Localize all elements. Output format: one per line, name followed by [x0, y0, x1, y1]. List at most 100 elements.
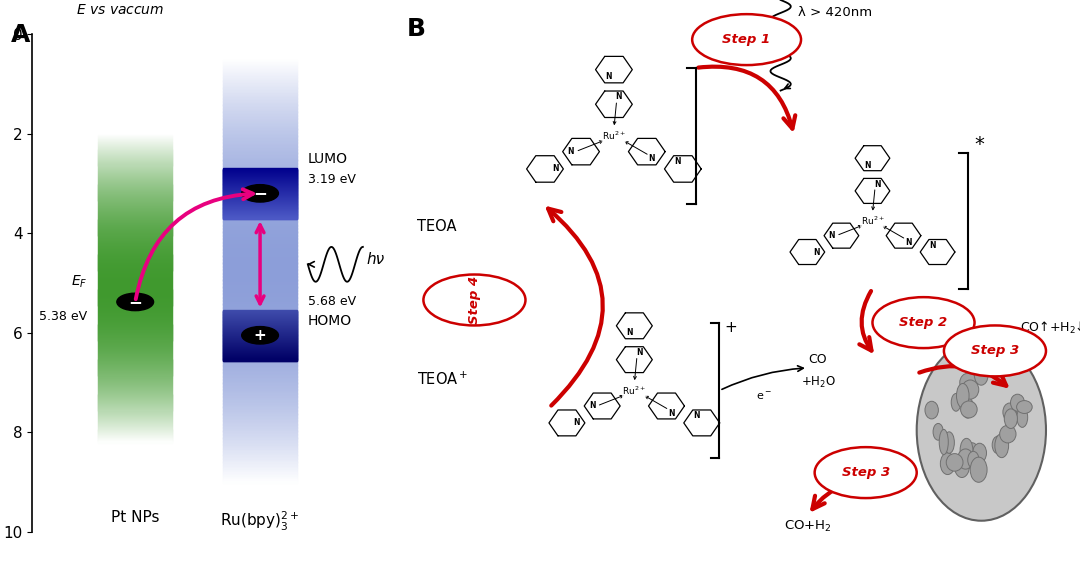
Bar	[224, 364, 297, 366]
Bar	[224, 73, 297, 75]
Bar	[98, 320, 172, 321]
Bar	[98, 252, 172, 254]
Bar	[98, 414, 172, 415]
Bar	[98, 413, 172, 414]
Bar	[224, 217, 297, 218]
Text: N: N	[693, 411, 700, 421]
Bar	[224, 188, 297, 190]
Bar	[224, 121, 297, 123]
Bar	[224, 306, 297, 308]
Bar	[224, 225, 297, 228]
Bar	[98, 383, 172, 384]
Bar	[98, 438, 172, 440]
Bar	[224, 291, 297, 294]
Bar	[224, 235, 297, 237]
Bar	[224, 316, 297, 318]
Bar	[224, 182, 297, 184]
Bar	[224, 247, 297, 248]
Bar	[224, 388, 297, 389]
Bar	[224, 178, 297, 180]
Text: N: N	[568, 147, 575, 156]
Bar	[224, 115, 297, 117]
Bar	[224, 316, 297, 318]
Bar	[224, 215, 297, 216]
Bar	[98, 136, 172, 138]
Bar	[224, 316, 297, 318]
Bar	[224, 105, 297, 108]
Bar	[224, 351, 297, 353]
Bar	[224, 119, 297, 122]
Text: Step 1: Step 1	[723, 33, 771, 46]
Bar	[98, 159, 172, 161]
Bar	[224, 397, 297, 400]
Bar	[224, 335, 297, 336]
Bar	[98, 267, 172, 269]
Bar	[224, 198, 297, 200]
Bar	[98, 295, 172, 297]
Bar	[98, 371, 172, 373]
Bar	[224, 358, 297, 359]
Bar	[98, 329, 172, 331]
Bar	[224, 426, 297, 428]
Bar	[98, 369, 172, 371]
Bar	[224, 255, 297, 257]
Bar	[98, 323, 172, 324]
Bar	[98, 293, 172, 295]
Bar	[224, 336, 297, 338]
Bar	[98, 316, 172, 318]
Bar	[224, 196, 297, 198]
Bar	[98, 162, 172, 164]
Bar	[224, 410, 297, 412]
Bar	[224, 173, 297, 174]
Bar	[224, 389, 297, 391]
Bar	[224, 216, 297, 218]
Bar	[224, 461, 297, 463]
Bar	[224, 314, 297, 316]
Bar	[98, 286, 172, 288]
Bar	[224, 181, 297, 183]
Bar	[224, 422, 297, 423]
Ellipse shape	[933, 423, 943, 440]
Bar	[224, 113, 297, 114]
Text: N: N	[905, 238, 912, 247]
Ellipse shape	[970, 457, 987, 482]
Bar	[224, 350, 297, 351]
Bar	[224, 185, 297, 186]
Bar	[224, 217, 297, 218]
Bar	[224, 319, 297, 321]
Bar	[224, 184, 297, 186]
Bar	[224, 233, 297, 234]
Bar	[98, 354, 172, 355]
Bar	[224, 171, 297, 174]
Bar	[224, 460, 297, 461]
Bar	[224, 215, 297, 217]
Bar	[224, 338, 297, 339]
Bar	[224, 478, 297, 480]
Text: CO+H$_2$: CO+H$_2$	[784, 519, 832, 534]
Bar	[98, 198, 172, 199]
Bar	[98, 220, 172, 221]
Bar	[224, 158, 297, 160]
Bar	[224, 395, 297, 397]
Ellipse shape	[962, 397, 973, 418]
Bar	[98, 315, 172, 316]
Bar	[224, 269, 297, 271]
Bar	[224, 282, 297, 284]
Bar	[224, 183, 297, 185]
Bar	[224, 406, 297, 408]
Bar	[224, 346, 297, 348]
Bar	[98, 351, 172, 352]
Text: 5.68 eV: 5.68 eV	[308, 295, 356, 308]
Bar	[224, 445, 297, 448]
Bar	[98, 330, 172, 332]
Bar	[98, 182, 172, 183]
Bar	[98, 239, 172, 241]
Bar	[98, 259, 172, 261]
Bar	[224, 209, 297, 211]
Bar	[224, 333, 297, 335]
Bar	[98, 396, 172, 397]
Bar	[224, 419, 297, 421]
Bar	[98, 135, 172, 136]
Bar	[224, 207, 297, 209]
Bar	[224, 183, 297, 185]
